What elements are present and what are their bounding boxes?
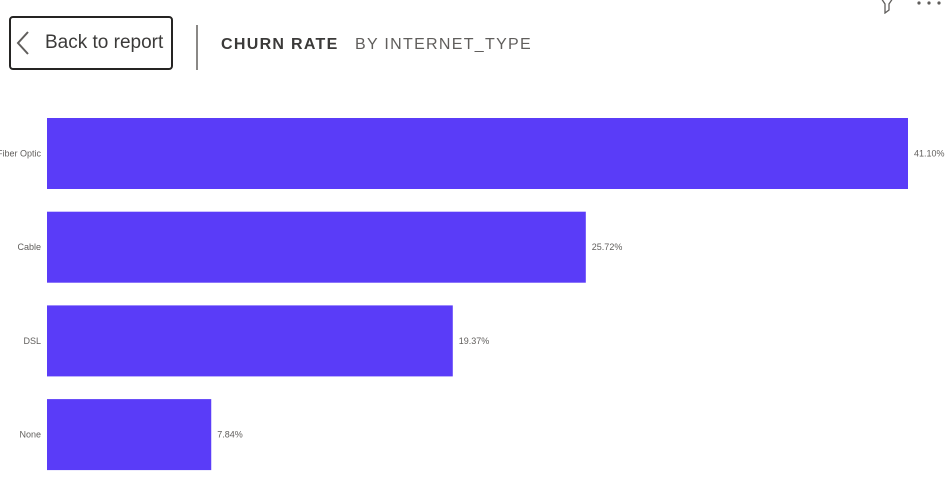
back-button-label: Back to report (45, 32, 164, 53)
data-label: 25.72% (592, 242, 623, 252)
data-label: 41.10% (914, 149, 945, 159)
category-label: Cable (17, 242, 41, 252)
header-divider (196, 25, 198, 70)
bar-chart: Fiber Optic 41.10% Cable 25.72% DSL 19.37% Non… (0, 118, 945, 471)
back-chevron-icon (16, 31, 29, 55)
category-label: Fiber Optic (0, 149, 41, 159)
data-label: 19.37% (459, 336, 490, 346)
more-options-icon[interactable] (915, 0, 945, 6)
bar-cable[interactable] (47, 211, 586, 283)
back-to-report-button[interactable]: Back to report (9, 16, 173, 70)
bar-fiber-optic[interactable] (47, 118, 908, 189)
chart-title: CHURN RATE (221, 36, 339, 53)
bar-dsl[interactable] (47, 305, 453, 377)
category-label: DSL (23, 336, 41, 346)
header: Back to report CHURN RATE BY INTERNET_TY… (0, 0, 950, 100)
chart-subtitle: BY INTERNET_TYPE (355, 36, 532, 53)
category-label: None (19, 430, 41, 440)
data-label: 7.84% (217, 430, 243, 440)
bar-none[interactable] (47, 399, 212, 471)
filter-icon[interactable] (878, 0, 896, 14)
